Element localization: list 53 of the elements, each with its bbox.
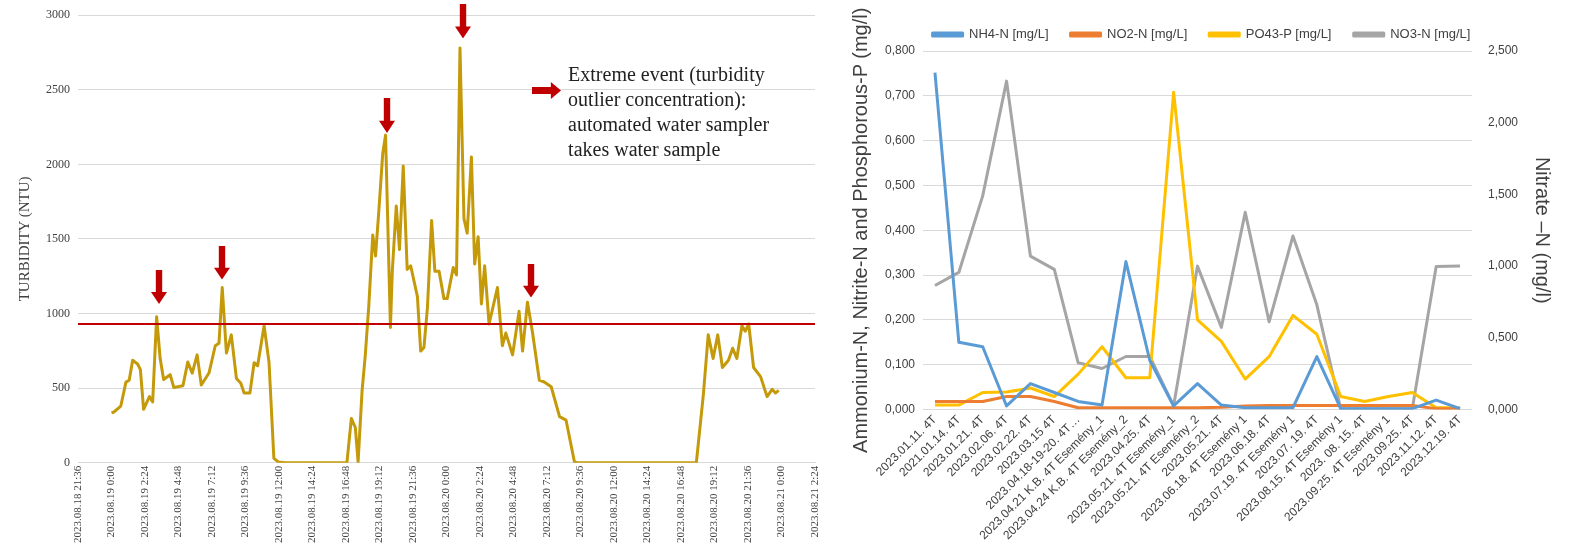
x-tick-label: 2023.08.20 14:24 <box>640 465 653 544</box>
legend-label: NH4-N [mg/L] <box>969 26 1049 42</box>
x-tick-label: 2023.08.20 4:48 <box>506 465 519 538</box>
x-tick-label: 2023.08.21 2:24 <box>807 465 820 538</box>
y-tick-label: 0,200 <box>885 312 916 327</box>
x-tick-label: 2023.08.19 2:24 <box>137 465 150 538</box>
x-tick-label: 2023.08.20 2:24 <box>472 465 485 538</box>
x-tick-label: 2023.08.19 0:00 <box>104 465 117 538</box>
y-axis-title: TURBIDITY (NTU) <box>15 176 33 302</box>
y2-tick-label: 2,500 <box>1487 43 1519 58</box>
legend-label: NO2-N [mg/L] <box>1107 26 1188 42</box>
y-tick-label: 0,100 <box>885 357 916 372</box>
y-axis-title: Ammonium-N, Nitrite-N and Phosphorous-P (mg/l) <box>848 7 871 453</box>
x-tick-label: 2023.08.20 12:00 <box>606 465 619 544</box>
y-tick-label: 0,700 <box>885 88 916 103</box>
x-tick-label: 2023.08.19 21:36 <box>405 465 418 544</box>
y2-tick-label: 1,000 <box>1487 258 1519 273</box>
legend-label: NO3-N [mg/L] <box>1390 26 1471 42</box>
x-tick-label: 2023.08.19 9:36 <box>238 465 251 538</box>
y-tick-label: 2000 <box>46 156 70 171</box>
y-tick-label: 0,500 <box>885 177 916 192</box>
x-tick-label: 2023.08.20 0:00 <box>439 465 452 538</box>
y-tick-label: 3000 <box>46 7 70 22</box>
x-tick-label: 2023.08.20 21:36 <box>740 465 753 544</box>
y-tick-label: 1500 <box>46 231 70 246</box>
legend-label: PO43-P [mg/L] <box>1245 26 1332 42</box>
y-tick-label: 0,600 <box>885 132 916 147</box>
x-tick-label: 2023.08.20 19:12 <box>707 465 720 544</box>
y-tick-label: 0 <box>64 454 70 469</box>
y-tick-label: 0,300 <box>885 267 916 282</box>
y-tick-label: 0,400 <box>885 222 916 237</box>
y-tick-label: 2500 <box>46 81 70 96</box>
y2-tick-label: 0,000 <box>1487 401 1519 416</box>
x-tick-label: 2023.08.19 4:48 <box>171 465 184 538</box>
y2-tick-label: 1,500 <box>1487 186 1519 201</box>
x-tick-label: 2023.08.18 21:36 <box>70 465 83 544</box>
x-tick-label: 2023.08.19 7:12 <box>204 465 217 538</box>
x-tick-label: 2023.08.20 7:12 <box>539 465 552 538</box>
y-tick-label: 1000 <box>46 305 70 320</box>
y-tick-label: 0,000 <box>885 401 916 416</box>
x-tick-label: 2023.08.19 19:12 <box>372 465 385 544</box>
y2-tick-label: 0,500 <box>1487 330 1519 345</box>
y2-axis-title: Nitrate –N (mg/l) <box>1532 156 1555 304</box>
x-tick-label: 2023.08.20 9:36 <box>573 465 586 538</box>
x-tick-label: 2023.08.21 0:00 <box>774 465 787 538</box>
y-tick-label: 500 <box>52 380 70 395</box>
annotation: Extreme event (turbidity outlier concentration): automated water sampler takes water sample <box>568 62 771 163</box>
y2-tick-label: 2,000 <box>1487 115 1519 130</box>
x-tick-label: 2023.08.20 16:48 <box>673 465 686 544</box>
y-tick-label: 0,800 <box>885 43 916 58</box>
x-tick-label: 2023.08.19 14:24 <box>305 465 318 544</box>
x-tick-label: 2023.08.19 12:00 <box>271 465 284 544</box>
x-tick-label: 2023.08.19 16:48 <box>338 465 351 544</box>
